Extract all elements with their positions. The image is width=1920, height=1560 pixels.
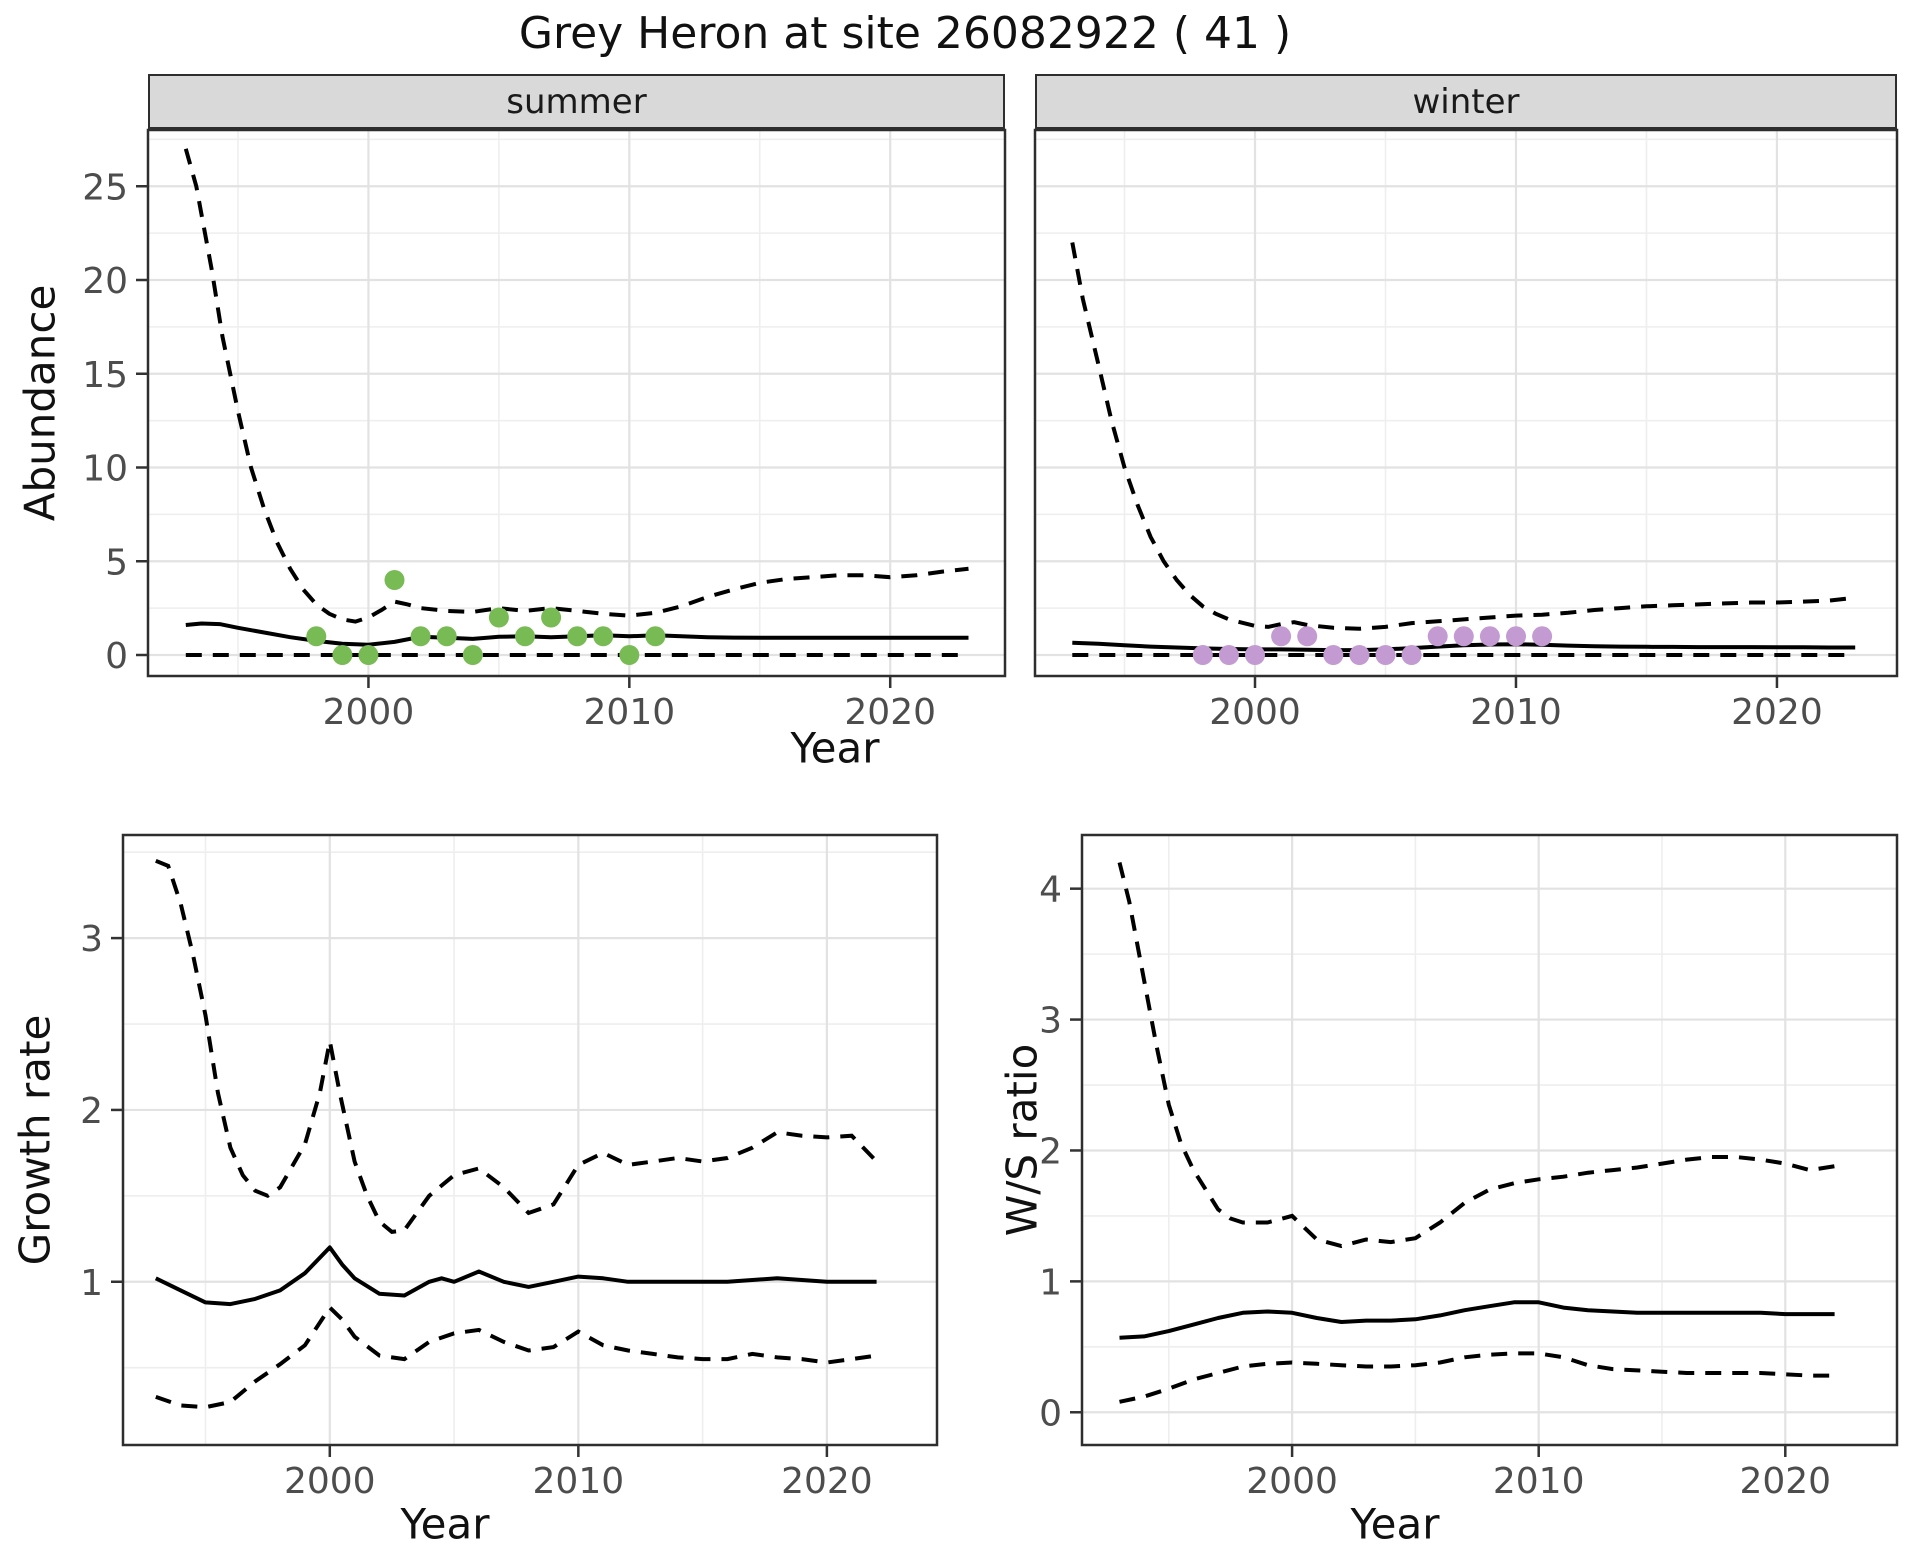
x-tick-label: 2010 xyxy=(1493,1461,1585,1502)
winter-data-point xyxy=(1245,645,1265,665)
ws-ratio-chart: 2000 2010 2020 0 1 2 3 4 xyxy=(1039,833,1899,1502)
growth-panel-background xyxy=(123,835,937,1445)
x-tick-label: 2010 xyxy=(584,692,676,733)
facet-label-winter: winter xyxy=(1412,81,1520,122)
growth-upper_ci-line xyxy=(155,858,879,1235)
ws-year-axis-title: Year xyxy=(1350,1499,1440,1549)
growth-rate-chart: 2000 2010 2020 1 2 3 xyxy=(80,833,939,1502)
x-tick-label: 2000 xyxy=(1246,1461,1338,1502)
winter-data-point xyxy=(1297,626,1318,647)
y-tick-label: 0 xyxy=(105,636,128,677)
y-tick-label: 1 xyxy=(80,1263,103,1304)
growth-lower_ci-line xyxy=(155,1304,877,1410)
summer-data-point xyxy=(306,626,327,647)
winter-abundance-chart: 2000 2010 2020 xyxy=(1033,128,1899,733)
winter-data-point xyxy=(1375,645,1396,665)
y-tick-label: 25 xyxy=(82,167,128,208)
x-tick-label: 2000 xyxy=(323,692,415,733)
growth-rate-axis-title: Growth rate xyxy=(10,1014,60,1266)
chart-title: Grey Heron at site 26082922 ( 41 ) xyxy=(518,8,1292,59)
facet-strip-winter: winter xyxy=(1035,74,1897,130)
winter-data-point xyxy=(1401,645,1422,665)
y-tick-label: 2 xyxy=(80,1091,103,1132)
ws-ratio-axis-title: W/S ratio xyxy=(997,1043,1047,1237)
winter-data-point xyxy=(1532,626,1553,647)
winter-data-point xyxy=(1479,626,1500,647)
summer-abundance-chart: 2000 2010 2020 0 5 10 15 20 25 xyxy=(82,128,1007,733)
y-tick-label: 2 xyxy=(1039,1131,1062,1172)
winter-data-point xyxy=(1427,626,1448,647)
winter-data-point xyxy=(1323,645,1344,665)
y-tick-label: 4 xyxy=(1039,870,1062,911)
abundance-axis-title: Abundance xyxy=(15,284,65,522)
x-tick-label: 2020 xyxy=(1739,1461,1831,1502)
y-tick-label: 1 xyxy=(1039,1262,1062,1303)
x-tick-label: 2010 xyxy=(1470,692,1562,733)
x-tick-label: 2000 xyxy=(1209,692,1301,733)
winter-data-point xyxy=(1271,626,1292,647)
summer-median-line xyxy=(185,621,969,647)
x-tick-label: 2000 xyxy=(284,1461,376,1502)
x-tick-label: 2020 xyxy=(781,1461,873,1502)
y-tick-label: 15 xyxy=(82,355,128,396)
ws-panel-background xyxy=(1082,835,1897,1445)
winter-data-point xyxy=(1506,626,1526,647)
growth-year-axis-title: Year xyxy=(400,1499,490,1549)
ws-panel-border xyxy=(1080,833,1899,1447)
summer-data-point xyxy=(488,607,509,628)
facet-strip-summer: summer xyxy=(148,74,1005,130)
summer-data-point xyxy=(593,626,614,647)
x-tick-label: 2020 xyxy=(1731,692,1823,733)
summer-data-point xyxy=(567,626,588,647)
winter-panel-border xyxy=(1033,128,1899,678)
y-tick-label: 3 xyxy=(1039,1001,1062,1042)
summer-data-point xyxy=(619,645,640,665)
summer-data-point xyxy=(436,626,457,647)
x-tick-label: 2020 xyxy=(844,692,936,733)
summer-upper_ci-line xyxy=(183,148,969,624)
winter-data-point xyxy=(1453,626,1474,647)
summer-data-point xyxy=(358,645,379,665)
facet-label-summer: summer xyxy=(506,81,647,122)
winter-data-point xyxy=(1192,645,1213,665)
summer-data-point xyxy=(645,626,666,647)
winter-upper_ci-line xyxy=(1070,242,1856,631)
summer-panel-border xyxy=(146,128,1007,678)
ws-median-line xyxy=(1119,1300,1835,1340)
top-year-axis-title: Year xyxy=(790,723,880,773)
growth-panel-border xyxy=(121,833,939,1447)
winter-data-point xyxy=(1218,645,1239,665)
y-tick-label: 5 xyxy=(105,542,128,583)
ws-lower_ci-line xyxy=(1119,1351,1835,1404)
x-tick-label: 2010 xyxy=(533,1461,625,1502)
y-tick-label: 20 xyxy=(82,261,128,302)
y-tick-label: 3 xyxy=(80,919,103,960)
summer-data-point xyxy=(515,626,535,647)
summer-data-point xyxy=(332,645,353,665)
y-tick-label: 10 xyxy=(82,449,128,490)
summer-data-point xyxy=(384,570,405,590)
summer-data-point xyxy=(462,645,483,665)
summer-data-point xyxy=(541,607,562,628)
ws-upper_ci-line xyxy=(1117,862,1835,1249)
summer-panel-background xyxy=(148,130,1005,676)
y-tick-label: 0 xyxy=(1039,1393,1062,1434)
winter-data-point xyxy=(1349,645,1370,665)
growth-median-line xyxy=(154,1245,877,1307)
winter-panel-background xyxy=(1035,130,1897,676)
summer-data-point xyxy=(410,626,431,647)
